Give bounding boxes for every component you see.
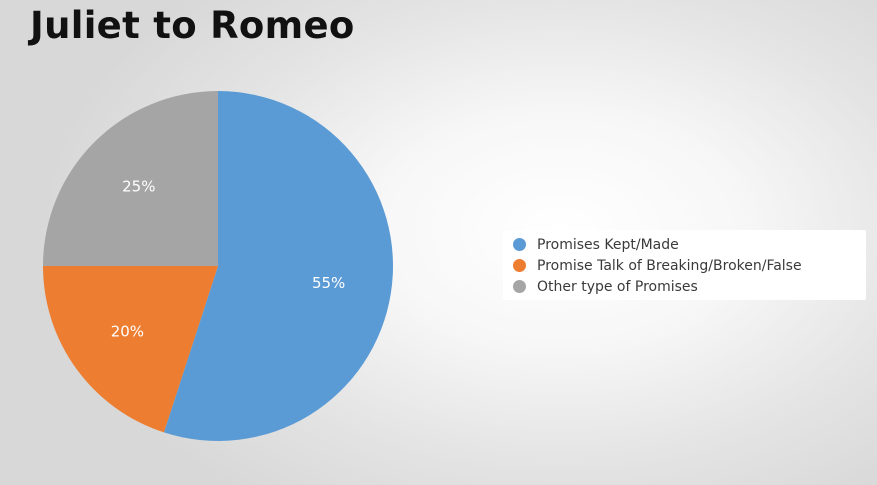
chart-legend: Promises Kept/Made Promise Talk of Breaki… bbox=[503, 230, 866, 300]
legend-marker bbox=[513, 259, 526, 272]
pie-slice bbox=[43, 91, 218, 266]
pie-slice-label: 55% bbox=[312, 274, 345, 292]
legend-marker bbox=[513, 280, 526, 293]
pie-slice bbox=[43, 266, 218, 433]
legend-item: Promise Talk of Breaking/Broken/False bbox=[513, 255, 866, 276]
pie-data-labels: 55% 20% 25% bbox=[111, 177, 346, 340]
legend-item: Promises Kept/Made bbox=[513, 234, 866, 255]
chart-title: Juliet to Romeo bbox=[30, 4, 355, 47]
legend-marker bbox=[513, 238, 526, 251]
legend-label: Promises Kept/Made bbox=[537, 236, 679, 253]
pie-slice-label: 20% bbox=[111, 322, 144, 340]
legend-label: Other type of Promises bbox=[537, 278, 698, 295]
pie-slice-label: 25% bbox=[122, 177, 155, 195]
pie-slices bbox=[43, 91, 394, 441]
pie-slice bbox=[163, 91, 394, 441]
legend-item: Other type of Promises bbox=[513, 276, 866, 297]
legend-label: Promise Talk of Breaking/Broken/False bbox=[537, 257, 802, 274]
